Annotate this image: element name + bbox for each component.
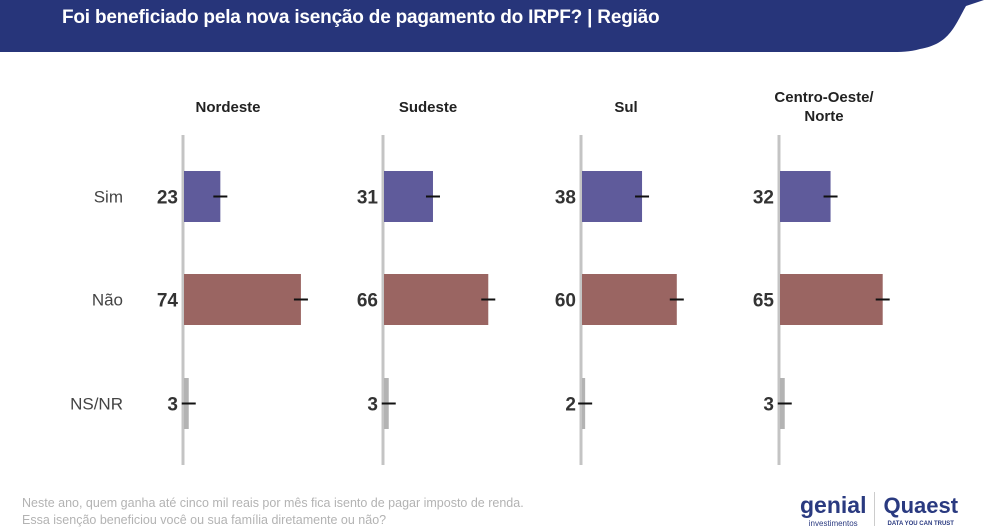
data-label: 60 <box>555 291 576 312</box>
panel-title: Sudeste <box>399 99 457 116</box>
quaest-logo: Quaest DATA YOU CAN TRUST <box>883 492 958 529</box>
quaest-logo-text: Quaest <box>883 493 959 518</box>
panel-title: Sul <box>614 99 637 116</box>
panel-title: Norte <box>804 108 843 125</box>
data-label: 2 <box>565 395 576 416</box>
bar-não <box>384 274 489 325</box>
category-label: Não <box>92 291 123 310</box>
data-label: 3 <box>763 395 774 416</box>
category-label: NS/NR <box>70 395 123 414</box>
panel-title: Centro-Oeste/ <box>774 89 874 106</box>
data-label: 74 <box>157 291 179 312</box>
data-label: 3 <box>367 395 378 416</box>
data-label: 31 <box>357 188 379 209</box>
header-band <box>0 0 984 52</box>
data-label: 65 <box>753 291 775 312</box>
bar-não <box>184 274 301 325</box>
genial-logo: genial investimentos <box>800 492 866 529</box>
footnote-line-1: Neste ano, quem ganha até cinco mil reai… <box>22 496 524 510</box>
data-label: 66 <box>357 291 378 312</box>
data-label: 23 <box>157 188 178 209</box>
page-title: Foi beneficiado pela nova isenção de pag… <box>62 7 660 28</box>
data-label: 32 <box>753 188 774 209</box>
genial-logo-subtext: investimentos <box>808 519 858 528</box>
logo-divider <box>874 492 876 526</box>
bar-sim <box>384 171 433 222</box>
data-label: 3 <box>167 395 178 416</box>
quaest-logo-subtext: DATA YOU CAN TRUST <box>887 521 954 527</box>
logos: genial investimentos Quaest DATA YOU CAN T… <box>800 492 958 529</box>
panel-title: Nordeste <box>195 99 260 116</box>
bar-não <box>780 274 883 325</box>
data-label: 38 <box>555 188 576 209</box>
genial-logo-text: genial <box>800 492 867 518</box>
chart: SimNãoNS/NRNordeste23743Sudeste31663Sul3… <box>70 89 890 465</box>
bar-sim <box>780 171 831 222</box>
bar-sim <box>582 171 643 222</box>
category-label: Sim <box>94 188 123 207</box>
footnote-line-2: Essa isenção beneficiou você ou sua famí… <box>22 513 387 527</box>
bar-não <box>582 274 677 325</box>
